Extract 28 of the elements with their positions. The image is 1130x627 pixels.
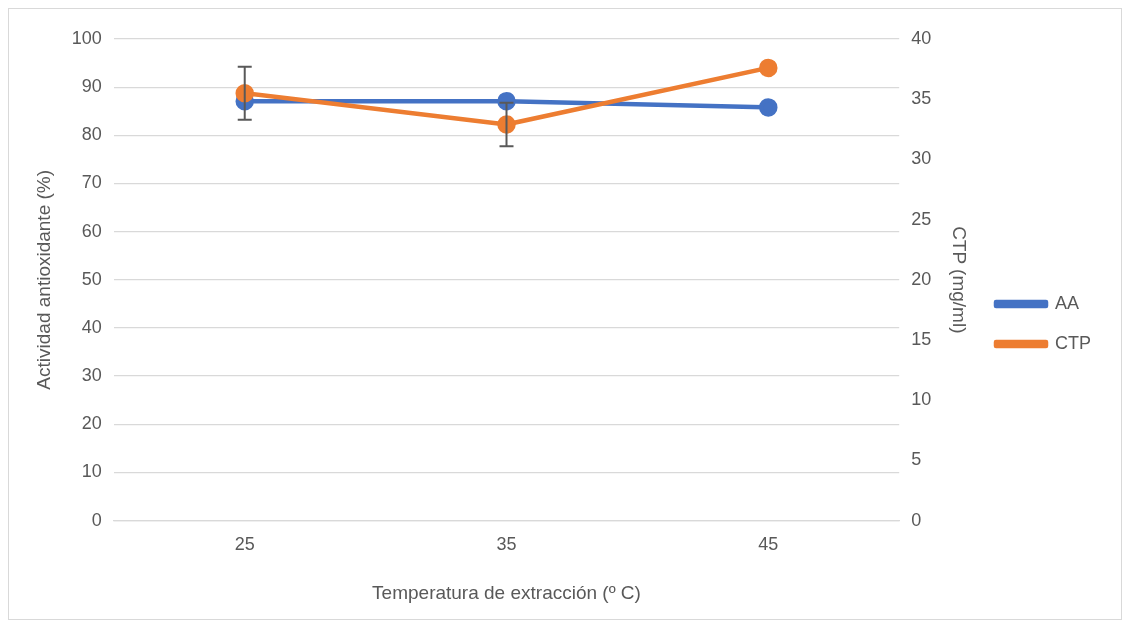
y-tick-label: 80: [81, 124, 102, 145]
y2-tick-label: 25: [911, 208, 932, 229]
y2-tick-label: 5: [911, 449, 922, 470]
x-axis-title: Temperatura de extracción (º C): [372, 581, 641, 603]
y2-tick-label: 30: [911, 148, 932, 169]
y2-tick-label: 15: [911, 328, 932, 349]
y-tick-label: 100: [71, 27, 102, 48]
legend-label: CTP: [1055, 332, 1091, 353]
y2-axis-title: CTP (mg/ml): [949, 226, 971, 334]
y2-tick-label: 0: [911, 509, 922, 530]
y-tick-label: 40: [81, 316, 102, 337]
x-tick-label: 35: [496, 534, 517, 555]
legend-label: AA: [1055, 292, 1080, 313]
y-tick-label: 10: [81, 461, 102, 482]
y2-tick-label: 10: [911, 389, 932, 410]
y2-tick-label: 40: [911, 27, 932, 48]
y2-tick-label: 35: [911, 88, 932, 109]
y2-tick-label: 20: [911, 268, 932, 289]
x-tick-label: 45: [758, 534, 779, 555]
y-tick-label: 20: [81, 413, 102, 434]
x-tick-label: 25: [234, 534, 255, 555]
y-tick-label: 70: [81, 172, 102, 193]
y-tick-label: 90: [81, 76, 102, 97]
y-tick-label: 60: [81, 220, 102, 241]
y-tick-label: 50: [81, 268, 102, 289]
y-axis-title: Actividad antioxidante (%): [32, 169, 54, 390]
y-tick-label: 0: [91, 509, 102, 530]
y-tick-label: 30: [81, 365, 102, 386]
